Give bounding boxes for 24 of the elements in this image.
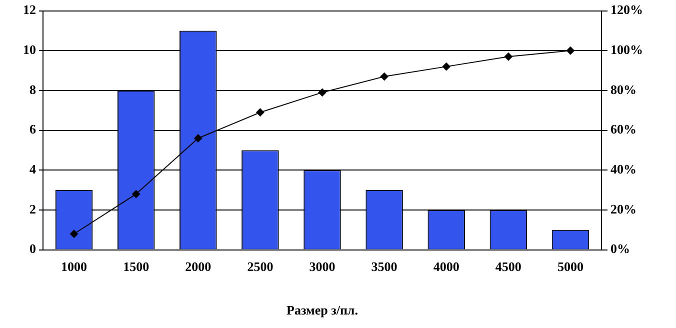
x-tick-label: 2500: [247, 258, 274, 274]
y2-tick-label: 20%: [610, 201, 636, 216]
y2-tick-label: 60%: [610, 122, 636, 137]
y-tick-label: 12: [23, 2, 36, 18]
y-tick-label: 6: [30, 122, 36, 137]
x-tick-label: 3500: [371, 258, 398, 274]
y2-tick-label: 40%: [610, 161, 636, 176]
x-tick-label: 1000: [61, 258, 88, 274]
x-tick-label: 4500: [495, 258, 522, 274]
y-tick-label: 10: [23, 42, 36, 57]
y-tick-label: 2: [30, 201, 36, 216]
x-axis-title: Размер з/пл.: [286, 302, 358, 318]
x-tick-label: 3000: [309, 258, 336, 274]
y-tick-label: 4: [30, 161, 36, 176]
y2-tick-label: 120%: [610, 2, 643, 18]
x-tick-label: 1500: [123, 258, 150, 274]
y2-tick-label: 100%: [610, 42, 643, 57]
y-tick-label: 0: [30, 241, 36, 256]
y-tick-label: 8: [30, 82, 36, 97]
y2-tick-label: 80%: [610, 82, 636, 97]
y2-tick-label: 0%: [610, 241, 630, 256]
x-tick-label: 4000: [433, 258, 460, 274]
x-tick-label: 2000: [185, 258, 212, 274]
x-tick-label: 5000: [557, 258, 584, 274]
